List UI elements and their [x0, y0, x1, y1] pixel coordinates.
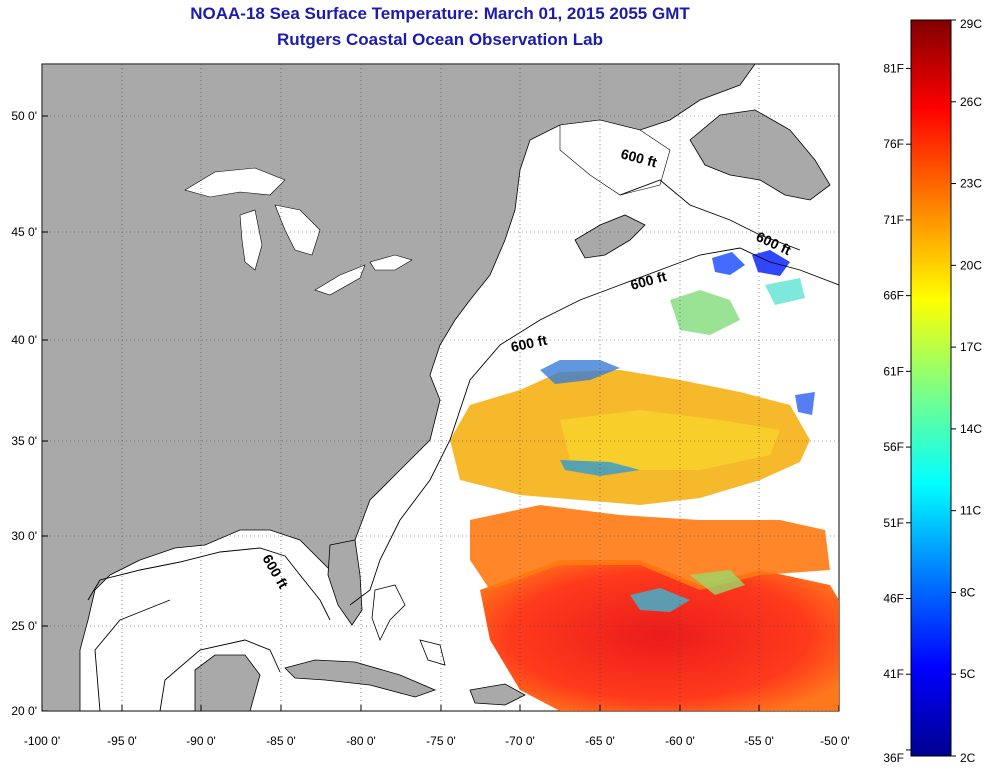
sst-patch-orange-mid — [470, 505, 830, 590]
sst-patch-teal-south — [630, 588, 690, 612]
sst-patch-yellow-band — [560, 410, 780, 470]
land-hispaniola — [469, 683, 526, 706]
colorbar — [910, 19, 952, 757]
great-lake-huron — [274, 204, 321, 256]
contour-label-mid-atlantic: 600 ft — [509, 332, 548, 355]
lon-tick-label: -100 0' — [24, 734, 60, 748]
colorbar-f-label: 61F — [883, 364, 904, 378]
contour-600ft — [87, 179, 839, 711]
colorbar-c-label: 20C — [960, 258, 982, 272]
sst-patch-blue-gulf — [540, 360, 620, 384]
lat-tick-label: 40 0' — [11, 333, 37, 347]
colorbar-c-label: 17C — [960, 340, 982, 354]
sst-patch-cyan — [765, 278, 805, 305]
colorbar-c-label: 26C — [960, 95, 982, 109]
colorbar-f-label: 51F — [883, 516, 904, 530]
longitude-labels: -100 0' -95 0' -90 0' -85 0' -80 0' -75 0' -70… — [24, 705, 850, 748]
land-nova-scotia — [574, 214, 646, 259]
colorbar-f-label: 81F — [883, 61, 904, 75]
colorbar-c-label: 23C — [960, 177, 982, 191]
lat-tick-label: 45 0' — [11, 225, 37, 239]
lon-tick-label: -85 0' — [266, 734, 296, 748]
colorbar-f-label: 46F — [883, 592, 904, 606]
land-florida — [327, 539, 363, 626]
contour-600ft-gulf-inner — [159, 639, 281, 711]
colorbar-f-label: 66F — [883, 289, 904, 303]
lon-tick-label: -75 0' — [426, 734, 456, 748]
sst-patch-blue-east — [795, 392, 815, 415]
colorbar-c-label: 29C — [960, 17, 982, 31]
sst-data-layer — [450, 250, 839, 711]
colorbar-fahrenheit-labels: 81F 76F 71F 66F 61F 56F 51F 46F 41F 36F — [883, 61, 911, 765]
latitude-labels: 50 0' 45 0' 40 0' 35 0' 30 0' 25 0' 20 0' — [11, 109, 48, 718]
colorbar-c-label: 11C — [960, 504, 981, 518]
lon-tick-label: -70 0' — [505, 734, 535, 748]
gulf-st-lawrence — [559, 119, 671, 196]
land-bahamas — [371, 584, 446, 666]
great-lake-erie — [314, 264, 366, 296]
lon-tick-label: -90 0' — [186, 734, 216, 748]
lon-tick-label: -65 0' — [585, 734, 615, 748]
great-lake-michigan — [239, 209, 263, 271]
lon-tick-label: -95 0' — [107, 734, 137, 748]
colorbar-f-label: 56F — [883, 440, 904, 454]
colorbar-c-label: 5C — [960, 667, 976, 681]
colorbar-celsius-labels: 29C 26C 23C 20C 17C 14C 11C 8C 5C 2C — [951, 17, 982, 765]
lon-tick-label: -55 0' — [744, 734, 774, 748]
colorbar-c-label: 2C — [960, 751, 976, 765]
lat-tick-label: 25 0' — [11, 619, 37, 633]
colorbar-f-label: 36F — [883, 751, 904, 765]
colorbar-f-label: 41F — [883, 667, 904, 681]
colorbar-f-label: 76F — [883, 137, 904, 151]
lat-tick-label: 20 0' — [11, 704, 37, 718]
map-subtitle: Rutgers Coastal Ocean Observation Lab — [277, 30, 603, 49]
sst-patch-cool-green — [670, 290, 740, 335]
map-title: NOAA-18 Sea Surface Temperature: March 0… — [190, 4, 690, 23]
sst-patch-warm-south — [480, 560, 839, 711]
graticule — [42, 64, 839, 711]
great-lake-ontario — [369, 254, 413, 271]
lon-tick-label: -80 0' — [346, 734, 376, 748]
land-yucatan — [194, 654, 261, 711]
sst-patch-cool-blue — [712, 252, 745, 275]
sst-patch-cool-blue-2 — [752, 250, 790, 276]
land-newfoundland — [689, 109, 831, 201]
land-cuba — [284, 659, 437, 698]
great-lake-superior — [184, 167, 286, 198]
lon-tick-label: -50 0' — [820, 734, 850, 748]
sst-patch-green-south — [690, 570, 745, 595]
colorbar-c-label: 8C — [960, 585, 976, 599]
lat-tick-label: 50 0' — [11, 109, 37, 123]
colorbar-f-label: 71F — [883, 213, 904, 227]
lon-tick-label: -60 0' — [665, 734, 695, 748]
lat-tick-label: 30 0' — [11, 529, 37, 543]
lat-tick-label: 35 0' — [11, 434, 37, 448]
colorbar-c-label: 14C — [960, 422, 982, 436]
